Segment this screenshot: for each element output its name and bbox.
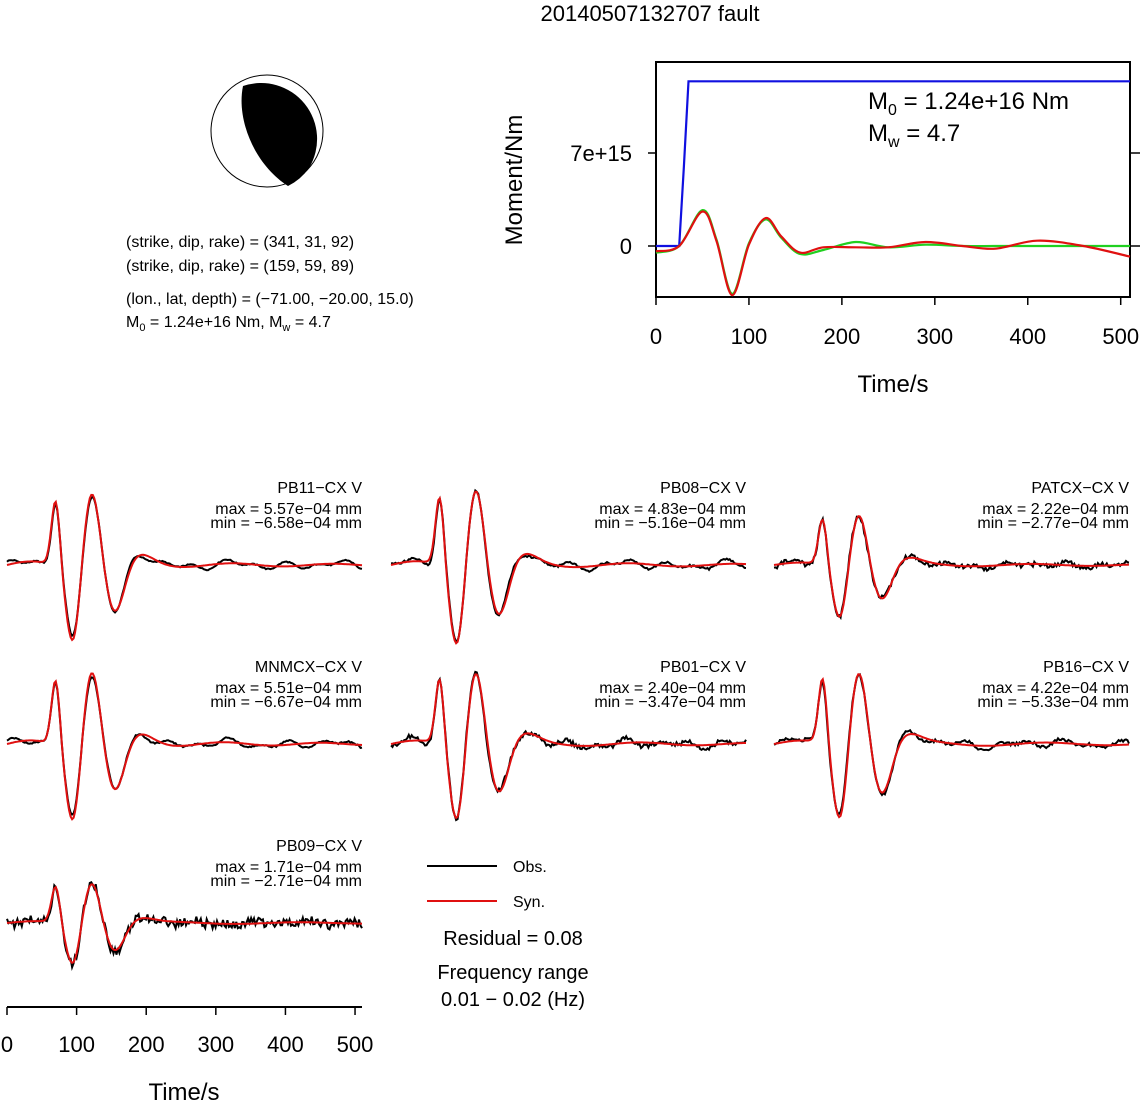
moment-rate-line-b (655, 210, 1131, 297)
bottom-xtick-label: 400 (267, 1032, 304, 1057)
station-name: PATCX−CX V (1031, 480, 1129, 497)
station-max: max = 1.71e−04 mm (215, 859, 362, 876)
moment-xtick-label: 400 (1009, 324, 1046, 349)
moment-xtick-label: 100 (731, 324, 768, 349)
station-name: PB09−CX V (276, 838, 362, 855)
moment-annotation-mw: Mw = 4.7 (868, 120, 960, 151)
legend-obs-label: Obs. (513, 859, 547, 876)
moment-xtick-label: 300 (916, 324, 953, 349)
moment-ytick-label: 0 (620, 234, 632, 259)
station-name: MNMCX−CX V (255, 659, 362, 676)
station-min: min = −5.16e−04 mm (594, 515, 746, 532)
mechanism-plane-1: (strike, dip, rake) = (341, 31, 92) (126, 234, 354, 251)
synthetic-trace (6, 493, 363, 642)
station-min: min = −2.71e−04 mm (210, 873, 362, 890)
moment-xtick-label: 200 (824, 324, 861, 349)
figure-title: 20140507132707 fault (541, 1, 760, 26)
beachball-icon (210, 74, 324, 188)
mechanism-plane-2: (strike, dip, rake) = (159, 59, 89) (126, 258, 354, 275)
station-max: max = 4.83e−04 mm (599, 501, 746, 518)
legend-syn-label: Syn. (513, 894, 545, 911)
bottom-xtick-label: 300 (197, 1032, 234, 1057)
moment-ylabel: Moment/Nm (501, 115, 528, 246)
bottom-xtick-label: 100 (58, 1032, 95, 1057)
station-name: PB01−CX V (660, 659, 746, 676)
station-name: PB08−CX V (660, 480, 746, 497)
synthetic-trace (773, 515, 1130, 618)
moment-xtick-label: 500 (1102, 324, 1139, 349)
bottom-time-axis: 0 100 200 300 400 500 Time/s (1, 1006, 374, 1103)
frequency-range-value: 0.01 − 0.02 (Hz) (441, 989, 585, 1011)
station-max: max = 5.51e−04 mm (215, 680, 362, 697)
moment-ytick-label: 7e+15 (570, 141, 632, 166)
station-max: max = 5.57e−04 mm (215, 501, 362, 518)
observed-trace (6, 881, 363, 971)
station-min: min = −6.67e−04 mm (210, 694, 362, 711)
bottom-xtick-label: 0 (1, 1032, 13, 1057)
bottom-xlabel: Time/s (148, 1079, 219, 1103)
station-min: min = −2.77e−04 mm (977, 515, 1129, 532)
synthetic-trace (6, 672, 363, 821)
station-max: max = 4.22e−04 mm (982, 680, 1129, 697)
station-min: min = −6.58e−04 mm (210, 515, 362, 532)
station-min: min = −3.47e−04 mm (594, 694, 746, 711)
bottom-xtick-label: 200 (128, 1032, 165, 1057)
mechanism-magnitude: M0 = 1.24e+16 Nm, Mw = 4.7 (126, 314, 331, 334)
station-name: PB11−CX V (277, 480, 362, 497)
station-name: PB16−CX V (1043, 659, 1129, 676)
moment-annotation-m0: M0 = 1.24e+16 Nm (868, 88, 1069, 119)
moment-xlabel: Time/s (857, 371, 928, 398)
frequency-range-title: Frequency range (437, 962, 588, 984)
synthetic-trace (390, 673, 746, 820)
moment-plot-frame (655, 61, 1131, 298)
moment-axis-ticks: 0 100 200 300 400 500 7e+15 0 (570, 141, 1140, 349)
mechanism-info: (strike, dip, rake) = (341, 31, 92) (str… (126, 234, 414, 334)
residual-text: Residual = 0.08 (443, 928, 583, 950)
moment-cumulative-line (656, 80, 1130, 248)
station-min: min = −5.33e−04 mm (977, 694, 1129, 711)
bottom-axis-ticks: 0 100 200 300 400 500 (1, 1007, 374, 1057)
legend: Obs. Syn. Residual = 0.08 Frequency rang… (427, 859, 589, 1011)
moment-curves (655, 80, 1131, 297)
station-max: max = 2.40e−04 mm (599, 680, 746, 697)
moment-xtick-label: 0 (650, 324, 662, 349)
mechanism-location: (lon., lat, depth) = (−71.00, −20.00, 15… (126, 291, 414, 308)
station-max: max = 2.22e−04 mm (982, 501, 1129, 518)
bottom-xtick-label: 500 (337, 1032, 374, 1057)
synthetic-trace (6, 883, 362, 965)
synthetic-trace (773, 673, 1130, 819)
synthetic-trace (390, 490, 747, 645)
